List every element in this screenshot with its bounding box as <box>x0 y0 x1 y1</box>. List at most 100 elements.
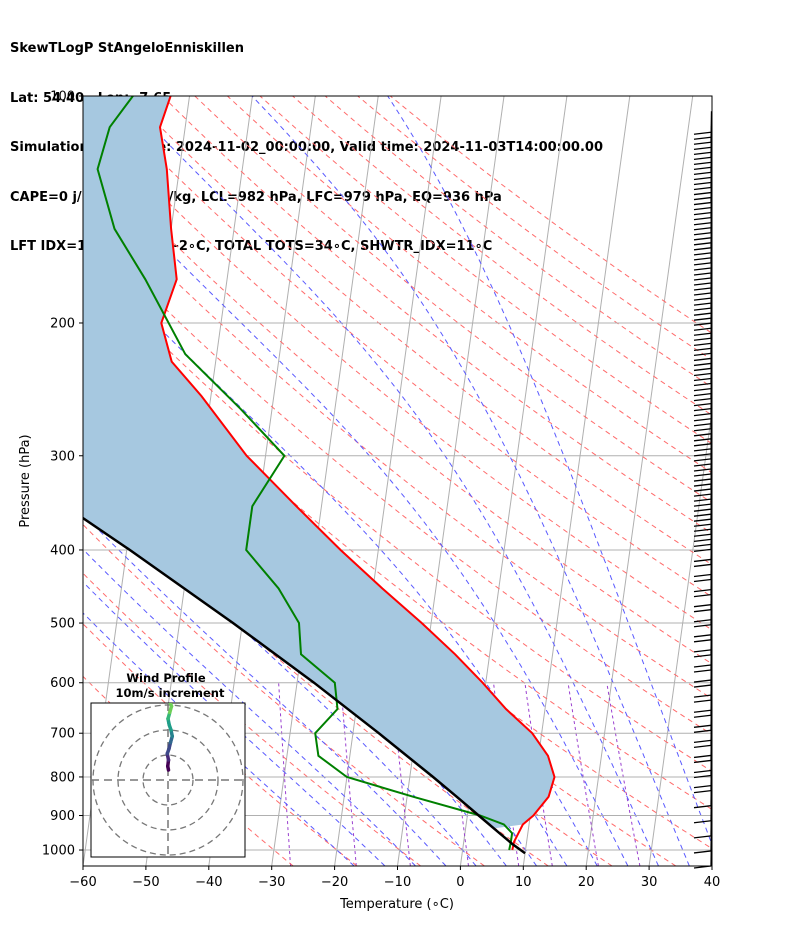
wind-barb-flag <box>693 478 712 482</box>
wind-barb-flag <box>693 413 712 417</box>
y-tick-label: 400 <box>50 543 75 558</box>
wind-barb-flag <box>693 699 712 703</box>
dry-adiabat-line <box>83 225 712 736</box>
wind-barb-flag <box>693 573 712 578</box>
wind-barb-flag <box>693 242 712 246</box>
hodograph-ring <box>142 754 194 806</box>
cape-shaded-area <box>83 96 555 829</box>
x-tick-label: −50 <box>132 875 159 890</box>
wind-barb-flag <box>693 523 712 527</box>
wind-barb-flag <box>693 352 712 356</box>
wind-barb-flag <box>693 403 712 407</box>
wind-barb-flag <box>693 558 712 563</box>
wind-barb-flag <box>693 473 712 477</box>
wind-barb-flag <box>693 774 712 779</box>
wind-barb-flag <box>693 508 712 512</box>
x-axis-label: Temperature (∘C) <box>339 897 454 912</box>
isotherm-line <box>775 96 794 866</box>
dry-adiabat-line <box>83 345 712 850</box>
wind-barb-flag <box>693 141 712 145</box>
parcel-profile-line <box>83 516 526 855</box>
wind-barb-flag <box>693 759 712 764</box>
isotherm-line <box>271 96 379 866</box>
wind-barb-flag <box>693 307 712 311</box>
x-tick-label: −20 <box>321 875 348 890</box>
wind-barb-flag <box>693 156 712 160</box>
wind-barb-flag <box>693 347 712 351</box>
dry-adiabat-line <box>83 150 712 665</box>
wind-barb-flag <box>693 191 712 196</box>
dry-adiabat-line <box>83 187 712 700</box>
dry-adiabat-line <box>292 96 712 416</box>
wind-barb-flag <box>693 186 712 191</box>
isotherm-line <box>585 96 694 866</box>
x-tick-label: −30 <box>258 875 285 890</box>
isotherm-line <box>334 96 442 866</box>
x-tick-label: 20 <box>578 875 595 890</box>
moist-adiabat-line <box>387 96 712 846</box>
wind-barb-flag <box>693 257 712 261</box>
wind-barb-flag <box>693 433 712 437</box>
wind-barb-flag <box>693 835 712 839</box>
wind-barb-flag <box>693 397 712 402</box>
wind-barb-flag <box>693 418 712 422</box>
wind-barb-flag <box>693 563 712 568</box>
temperature-line <box>158 96 556 851</box>
isotherm-line <box>522 96 631 866</box>
dry-adiabat-line <box>83 623 358 866</box>
wind-barb-flag <box>693 463 712 467</box>
mixing-ratio-line <box>606 682 641 866</box>
dry-adiabat-line <box>96 96 712 598</box>
mixing-ratio-line <box>567 682 599 866</box>
wind-barb-flag <box>693 272 712 276</box>
hodograph-subtitle: 10m/s increment <box>116 686 225 700</box>
x-tick-label: −40 <box>195 875 222 890</box>
wind-barb-flag <box>693 181 712 186</box>
wind-barb-flag <box>693 669 712 673</box>
y-tick-label: 300 <box>50 449 75 464</box>
moist-adiabat-line <box>83 474 477 866</box>
y-tick-label: 200 <box>50 316 75 331</box>
wind-barb-flag <box>693 166 712 171</box>
wind-barb-flag <box>693 784 712 789</box>
wind-barb-flag <box>693 458 712 462</box>
wind-barb-flag <box>693 161 712 166</box>
moist-adiabat-line <box>83 612 355 866</box>
wind-barb-flag <box>693 493 712 497</box>
wind-barb-flag <box>693 176 712 181</box>
wind-barb-flag <box>693 483 712 487</box>
wind-barb-flag <box>693 609 712 613</box>
wind-barb-flag <box>693 312 712 316</box>
wind-barb-flag <box>693 518 712 522</box>
moist-adiabat-line <box>251 96 690 866</box>
wind-barb-flag <box>693 247 712 251</box>
y-axis-ticks: 100 200 300 400 500 600 700 800 900 1000 <box>42 90 83 859</box>
wind-barb-flag <box>693 543 712 548</box>
mixing-ratio-line <box>278 682 292 866</box>
wind-barb-flag <box>693 322 712 326</box>
isotherm-line <box>648 407 712 866</box>
y-tick-label: 500 <box>50 617 75 632</box>
hodograph-frame <box>90 702 246 858</box>
wind-barb-flag <box>693 488 712 492</box>
wind-barbs <box>693 111 713 869</box>
dry-adiabat-line <box>194 96 712 504</box>
wind-barb-flag <box>693 423 712 427</box>
wind-barb-flag <box>693 151 712 155</box>
wind-barb-flag <box>693 639 712 643</box>
wind-barb-flag <box>693 382 712 387</box>
wind-barb-flag <box>693 237 712 241</box>
wind-barb-flag <box>693 327 712 331</box>
wind-barb-flag <box>693 684 712 688</box>
wind-barb-flag <box>693 232 712 236</box>
wind-barb-flag <box>693 528 712 532</box>
x-tick-label: −10 <box>384 875 411 890</box>
moist-adiabat-line <box>83 161 629 866</box>
wind-barb-flag <box>693 604 712 608</box>
wind-barb-flag <box>693 443 712 447</box>
wind-barb-flag <box>693 850 712 854</box>
wind-barb-flag <box>693 588 712 593</box>
moist-adiabat-line <box>83 548 416 866</box>
dry-adiabat-line <box>83 572 422 866</box>
wind-barb-flag <box>693 578 712 583</box>
